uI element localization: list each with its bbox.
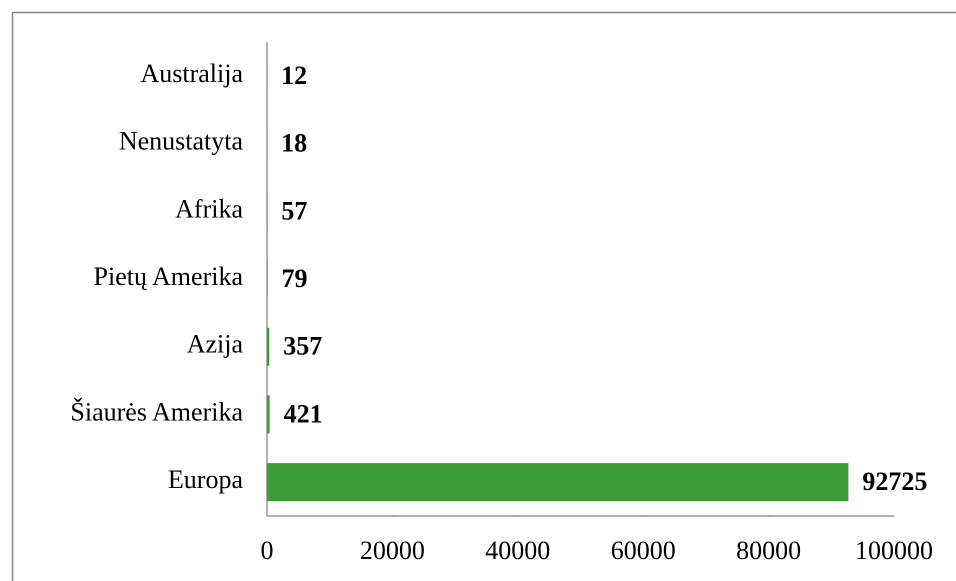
data-label: 92725	[862, 467, 927, 496]
y-tick-label: Afrika	[175, 194, 243, 223]
x-tick-label: 100000	[855, 536, 933, 565]
y-tick-label: Nenustatyta	[119, 127, 244, 156]
bar	[267, 463, 849, 502]
y-tick-label: Šiaurės Amerika	[70, 397, 243, 426]
x-tick-label: 40000	[485, 536, 550, 565]
bar	[267, 395, 270, 434]
x-tick-label: 60000	[611, 536, 676, 565]
y-tick-label: Pietų Amerika	[94, 262, 244, 291]
data-label: 57	[281, 196, 307, 225]
data-label: 421	[284, 399, 323, 428]
x-tick-label: 80000	[736, 536, 801, 565]
x-tick-label: 20000	[360, 536, 425, 565]
y-tick-label: Europa	[168, 465, 244, 494]
data-label: 357	[283, 332, 322, 361]
y-tick-label: Azija	[187, 330, 244, 359]
y-tick-label: Australija	[140, 59, 243, 88]
x-tick-label: 0	[261, 536, 274, 565]
bar	[267, 327, 270, 366]
chart-frame	[11, 11, 956, 581]
data-label: 12	[281, 61, 307, 90]
data-label: 18	[281, 129, 307, 158]
data-label: 79	[281, 264, 307, 293]
